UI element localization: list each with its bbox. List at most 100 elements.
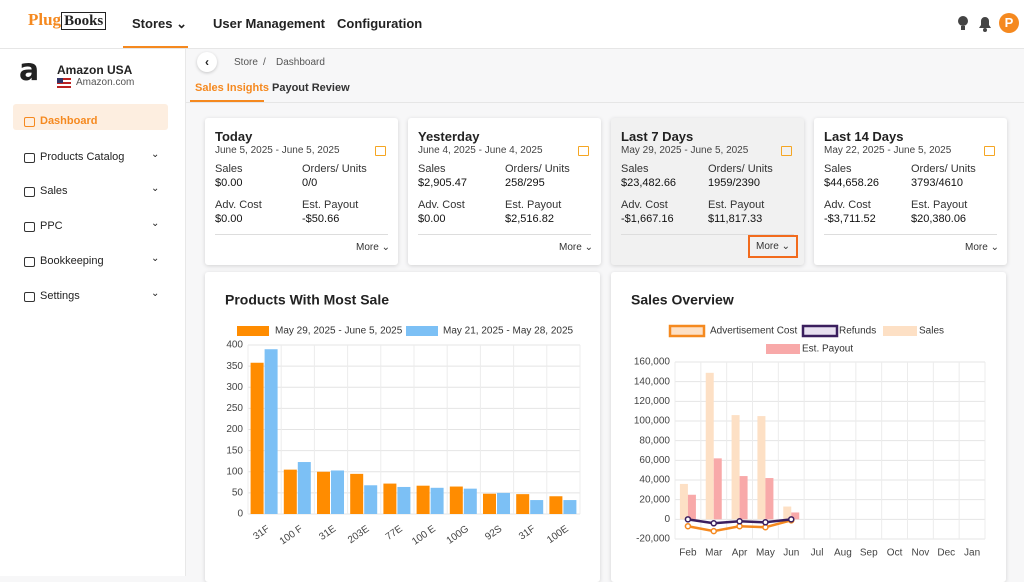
tab-payout-review[interactable]: Payout Review: [272, 82, 350, 94]
bar: [350, 473, 364, 514]
menu-icon: [24, 292, 35, 302]
x-tick-label: 203E: [346, 523, 372, 546]
breadcrumb-separator: /: [263, 57, 266, 68]
legend-swatch: [406, 326, 438, 336]
avatar[interactable]: P: [999, 13, 1019, 33]
y-tick-label: 400: [226, 340, 243, 351]
bar: [765, 478, 774, 520]
menu-chevron: ⌄: [151, 149, 160, 160]
chart: Sales Overview -20,000 0 20,000 40,000 60,000…: [631, 292, 986, 559]
y-tick-label: 80,000: [639, 435, 670, 446]
metric-value: $20,380.06: [911, 213, 967, 225]
y-tick-label: 100: [226, 466, 243, 477]
bar: [497, 492, 510, 514]
more-label: More: [356, 242, 379, 253]
metric-label: Est. Payout: [302, 199, 359, 211]
metric-label: Est. Payout: [505, 199, 562, 211]
menu-icon: [24, 117, 35, 127]
logo-right: Books: [61, 12, 107, 30]
chart-title: Sales Overview: [631, 292, 734, 308]
nav-configuration[interactable]: Configuration: [337, 16, 423, 31]
y-tick-label: 160,000: [634, 357, 671, 368]
y-tick-label: 200: [226, 424, 243, 435]
chart-panel: Sales Overview -20,000 0 20,000 40,000 60,000…: [611, 272, 1006, 582]
legend-swatch: [883, 326, 917, 336]
x-tick-label: Aug: [834, 548, 852, 559]
menu-icon: [24, 222, 35, 232]
metric-value: $0.00: [418, 213, 446, 225]
card-date: June 4, 2025 - June 4, 2025: [418, 145, 543, 156]
menu-item[interactable]: Products Catalog: [40, 151, 125, 163]
legend-swatch: [801, 324, 839, 338]
metric-label: Orders/ Units: [505, 163, 570, 175]
menu-item[interactable]: Sales: [40, 185, 68, 197]
bar: [364, 485, 378, 514]
calendar-icon: [375, 146, 386, 156]
metric-label: Adv. Cost: [824, 199, 871, 211]
bell-icon[interactable]: [975, 13, 995, 33]
legend-swatch: [766, 344, 800, 354]
flag: [57, 78, 71, 88]
tab-underline: [190, 100, 264, 102]
bar: [483, 493, 496, 514]
line-point: [710, 527, 717, 535]
x-tick-label: 77E: [384, 523, 405, 542]
x-tick-label: 100 E: [410, 523, 438, 547]
metric-label: Orders/ Units: [911, 163, 976, 175]
chart-title: Products With Most Sale: [225, 292, 389, 308]
menu-item[interactable]: Bookkeeping: [40, 255, 104, 267]
bar: [317, 471, 330, 514]
metric-value: $23,482.66: [621, 177, 677, 189]
tab-divider: [186, 102, 1024, 103]
tab-sales-insights[interactable]: Sales Insights: [195, 82, 269, 94]
bar: [416, 485, 430, 514]
summary-card: Last 7 Days May 29, 2025 - June 5, 2025 Sa…: [611, 118, 804, 265]
x-tick-label: 31E: [317, 523, 338, 542]
header: Plug Books Stores ⌄ User Management Confi…: [0, 0, 1024, 49]
metric-label: Adv. Cost: [418, 199, 465, 211]
metric-value: $0.00: [215, 213, 243, 225]
legend-swatch: [237, 326, 269, 336]
bar: [757, 416, 766, 520]
breadcrumb-store[interactable]: Store: [234, 57, 258, 68]
legend-label: Refunds: [839, 326, 876, 337]
x-tick-label: Jan: [964, 548, 980, 559]
bar: [264, 349, 278, 514]
bar: [739, 476, 748, 520]
menu-chevron: ⌄: [151, 218, 160, 229]
metric-value: $2,905.47: [418, 177, 467, 189]
menu-item[interactable]: PPC: [40, 220, 63, 232]
metric-value: $11,817.33: [708, 213, 763, 225]
menu-item[interactable]: Dashboard: [40, 115, 98, 127]
more-button[interactable]: More ⌄: [356, 242, 390, 253]
metric-label: Sales: [215, 163, 243, 175]
bar: [397, 486, 411, 514]
line-point: [788, 516, 795, 523]
bar: [687, 494, 696, 520]
bar: [463, 488, 477, 514]
x-tick-label: Jun: [783, 548, 799, 559]
logo[interactable]: Plug Books: [28, 10, 107, 30]
card-divider: [824, 234, 997, 235]
bar: [297, 462, 311, 514]
bar: [791, 512, 800, 520]
more-label: More: [559, 242, 582, 253]
menu-item[interactable]: Settings: [40, 290, 80, 302]
bar: [713, 458, 722, 520]
back-button[interactable]: ‹: [197, 52, 217, 72]
nav-stores[interactable]: Stores ⌄: [132, 16, 187, 31]
card-title: Last 7 Days: [621, 129, 694, 144]
y-tick-label: 350: [226, 361, 243, 372]
bulb-icon[interactable]: [953, 13, 973, 33]
more-button[interactable]: More ⌄: [559, 242, 593, 253]
nav-user-management[interactable]: User Management: [213, 16, 325, 31]
summary-card: Last 14 Days May 22, 2025 - June 5, 2025 S…: [814, 118, 1007, 265]
bar: [731, 415, 740, 520]
metric-value: $44,658.26: [824, 177, 880, 189]
line-point: [762, 519, 769, 526]
x-tick-label: Feb: [679, 548, 697, 559]
more-button[interactable]: More ⌄: [965, 242, 999, 253]
metric-value: $0.00: [215, 177, 243, 189]
more-button[interactable]: More ⌄: [748, 235, 798, 258]
card-date: May 29, 2025 - June 5, 2025: [621, 145, 749, 156]
